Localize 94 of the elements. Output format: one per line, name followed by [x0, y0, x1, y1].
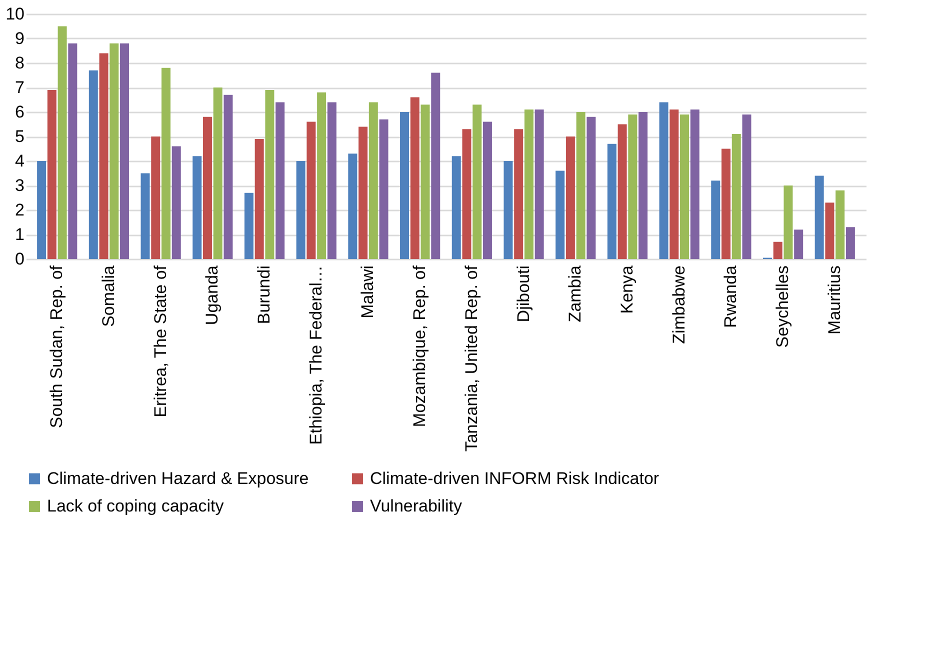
bar — [140, 173, 150, 259]
bar — [202, 116, 212, 259]
legend-label: Vulnerability — [370, 496, 462, 516]
y-tick-label: 1 — [15, 225, 24, 244]
bar — [814, 176, 824, 259]
bar — [742, 114, 752, 259]
bar — [265, 90, 274, 259]
y-tick-label: 10 — [6, 4, 24, 24]
bar — [836, 190, 845, 259]
bar — [586, 116, 596, 259]
bar — [659, 102, 668, 259]
bar — [462, 129, 472, 259]
bar — [151, 136, 160, 259]
bar — [534, 110, 544, 259]
x-tick-label: Zimbabwe — [669, 266, 688, 344]
bar — [379, 119, 388, 259]
bar — [358, 126, 368, 259]
bar — [47, 90, 56, 259]
bar — [88, 70, 98, 259]
bar — [296, 161, 306, 259]
bar — [244, 192, 254, 259]
y-tick-label: 9 — [15, 29, 24, 48]
bar — [410, 97, 420, 259]
bar — [172, 146, 181, 259]
bar — [58, 26, 67, 259]
y-tick-label: 5 — [15, 127, 24, 146]
bar — [276, 102, 285, 259]
bar — [120, 43, 130, 259]
x-tick-label: Malawi — [358, 266, 378, 318]
bar — [400, 112, 410, 259]
bar — [420, 104, 430, 259]
bar — [213, 88, 222, 259]
bar — [99, 53, 108, 259]
y-tick-label: 7 — [15, 78, 24, 97]
bar — [784, 186, 793, 259]
x-tick-label: Ethiopia, The Federal… — [306, 266, 326, 445]
bar — [514, 129, 524, 259]
bar — [327, 102, 336, 259]
bar — [162, 68, 170, 259]
x-tick-label: South Sudan, Rep. of — [47, 265, 66, 428]
bar — [825, 202, 834, 259]
x-tick-label: Mozambique, Rep. of — [410, 265, 430, 428]
y-tick-label: 6 — [15, 102, 24, 122]
bar — [846, 227, 855, 259]
bar — [566, 136, 575, 259]
y-tick-label: 3 — [15, 176, 24, 195]
bar — [794, 230, 804, 259]
x-tick-label: Burundi — [254, 266, 274, 324]
bar — [680, 114, 690, 259]
y-tick-label: 2 — [15, 200, 24, 220]
bar — [607, 144, 616, 259]
x-tick-label: Seychelles — [773, 266, 792, 348]
y-tick-label: 0 — [15, 250, 24, 268]
x-tick-label: Eritrea, The State of — [150, 265, 170, 418]
legend-label: Climate-driven INFORM Risk Indicator — [370, 468, 660, 488]
x-tick-label: Zambia — [566, 264, 585, 322]
bar — [348, 154, 358, 259]
legend-label: Climate-driven Hazard & Exposure — [47, 468, 309, 488]
bar — [628, 114, 638, 259]
bar — [670, 110, 679, 259]
bar — [732, 134, 741, 259]
bar — [452, 156, 461, 259]
bar — [524, 110, 534, 259]
bar — [722, 148, 730, 259]
bar — [472, 104, 482, 259]
bar — [224, 94, 233, 259]
y-tick-label: 4 — [15, 152, 24, 170]
x-tick-label: Tanzania, United Rep. of — [462, 265, 481, 452]
x-tick-label: Uganda — [202, 264, 222, 326]
bar — [68, 43, 78, 259]
x-tick-label: Djibouti — [514, 266, 533, 322]
bar — [37, 161, 46, 259]
bar — [576, 112, 586, 259]
x-tick-label: Kenya — [617, 264, 636, 314]
x-tick-label: Somalia — [98, 264, 118, 327]
bar — [618, 124, 627, 259]
bar — [431, 72, 440, 259]
y-tick-label: 8 — [15, 54, 24, 72]
x-tick-label: Mauritius — [824, 266, 844, 334]
bar — [556, 170, 565, 259]
bar — [306, 122, 316, 259]
bar — [711, 180, 720, 259]
bar — [368, 102, 378, 259]
bar — [192, 156, 202, 259]
bar — [504, 161, 513, 259]
bar — [254, 138, 264, 259]
legend-label: Lack of coping capacity — [47, 496, 224, 516]
x-tick-label: Rwanda — [721, 264, 740, 328]
bar — [773, 242, 782, 259]
bar — [317, 92, 326, 259]
bar — [690, 110, 700, 259]
bar — [482, 122, 492, 259]
bar — [638, 112, 648, 259]
bar — [110, 43, 119, 259]
